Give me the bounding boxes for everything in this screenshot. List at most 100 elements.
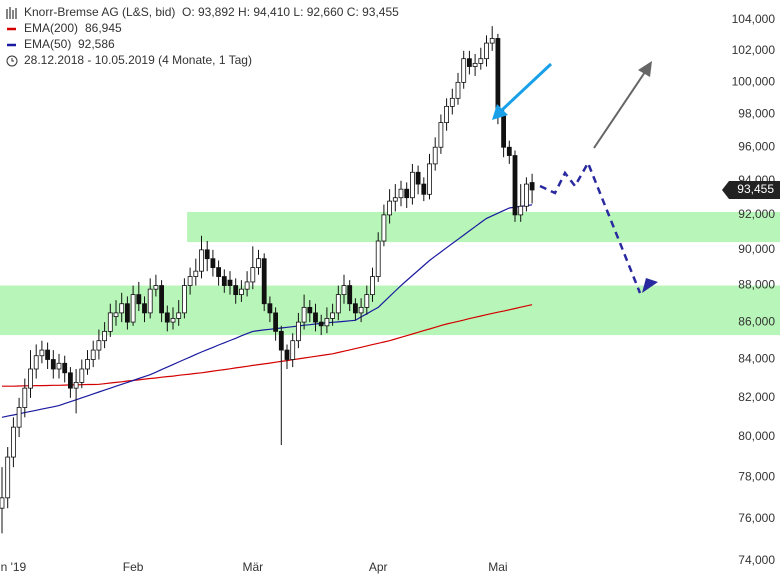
ohlc-text: O: 93,892 H: 94,410 L: 92,660 C: 93,455 xyxy=(182,5,399,19)
candle-body xyxy=(221,276,227,286)
candle-body xyxy=(432,146,438,165)
candle-body xyxy=(164,312,170,323)
y-tick-label: 90,000 xyxy=(738,242,775,256)
candle-body xyxy=(147,288,153,314)
up-arrow xyxy=(593,71,646,149)
price-tag xyxy=(722,180,780,199)
candle-body xyxy=(427,163,432,195)
legend-value: 86,945 xyxy=(85,21,122,35)
candle-body xyxy=(415,171,421,185)
candle-body xyxy=(113,312,119,317)
candle-body xyxy=(404,188,410,199)
candle-body xyxy=(461,58,467,83)
candle-body xyxy=(0,497,5,509)
candle-body xyxy=(130,294,136,323)
candle-body xyxy=(261,258,267,305)
candle-body xyxy=(256,258,261,268)
candle-body xyxy=(278,330,284,351)
y-tick-label: 74,000 xyxy=(738,553,775,567)
candle-body xyxy=(85,359,90,370)
candle-body xyxy=(301,306,307,323)
candle-body xyxy=(233,285,239,296)
candle-body xyxy=(39,349,45,357)
candle-body xyxy=(290,340,296,360)
candle-body xyxy=(352,303,358,314)
support-zone xyxy=(187,211,780,243)
candle-body xyxy=(50,359,56,370)
y-tick-label: 78,000 xyxy=(738,469,775,483)
candle-body xyxy=(227,279,233,286)
candle-body xyxy=(125,303,130,323)
y-tick-label: 86,000 xyxy=(738,314,775,328)
candle-body xyxy=(466,58,472,67)
header: Knorr-Bremse AG (L&S, bid) O: 93,892 H: … xyxy=(6,5,399,67)
candle-body xyxy=(330,312,336,319)
candle-body xyxy=(176,312,182,319)
date-range: 28.12.2018 - 10.05.2019 (4 Monate, 1 Tag… xyxy=(24,53,252,67)
clock-icon xyxy=(6,55,18,67)
candle-body xyxy=(267,303,273,314)
candle-body xyxy=(187,276,193,286)
candle-body xyxy=(79,368,85,383)
candle-body xyxy=(33,355,39,370)
candle-body xyxy=(56,362,62,370)
candle-body xyxy=(313,312,318,323)
zones xyxy=(0,211,780,336)
candle-body xyxy=(136,294,142,305)
candle-body xyxy=(478,58,484,64)
candle-body xyxy=(295,321,301,342)
y-tick-label: 88,000 xyxy=(738,278,775,292)
candle-body xyxy=(170,318,176,323)
x-tick-label: n '19 xyxy=(1,560,27,574)
candle-body xyxy=(324,318,330,327)
candle-body xyxy=(409,171,415,199)
candle-body xyxy=(193,270,199,277)
candle-body xyxy=(96,340,102,351)
candle-body xyxy=(495,38,501,115)
candle-body xyxy=(181,285,187,314)
candle-body xyxy=(518,205,524,216)
x-tick-label: Feb xyxy=(123,560,144,574)
y-tick-label: 92,000 xyxy=(738,207,775,221)
candle-body xyxy=(250,267,256,283)
candle-body xyxy=(119,303,125,314)
candle-body xyxy=(216,267,222,277)
legend: EMA(200) 86,945 EMA(50) 92,586 xyxy=(7,21,122,51)
candle-body xyxy=(364,294,370,308)
candle-body xyxy=(335,294,341,314)
y-tick-label: 104,000 xyxy=(732,12,776,26)
candle-body xyxy=(68,372,73,389)
candle-body xyxy=(444,105,450,123)
candle-body xyxy=(421,183,427,195)
y-tick-label: 100,000 xyxy=(732,75,776,89)
candle-body xyxy=(210,258,216,268)
clock-hands xyxy=(11,58,14,62)
candle-body xyxy=(273,312,279,332)
y-tick-label: 80,000 xyxy=(738,429,775,443)
candle-body xyxy=(524,183,529,207)
candle-body xyxy=(455,81,461,99)
chart-icon xyxy=(6,7,17,19)
y-tick-label: 76,000 xyxy=(738,511,775,525)
candle-body xyxy=(62,362,68,374)
candle-body xyxy=(307,306,313,314)
candle-body xyxy=(102,330,107,342)
y-tick-label: 82,000 xyxy=(738,390,775,404)
candle-body xyxy=(142,303,147,314)
candle-body xyxy=(347,285,353,305)
candle-body xyxy=(506,146,512,156)
candle-body xyxy=(512,155,518,216)
legend-label: EMA(200) xyxy=(24,21,78,35)
x-tick-label: Mär xyxy=(242,560,263,574)
y-tick-label: 84,000 xyxy=(738,352,775,366)
candle-body xyxy=(16,407,22,428)
marker-arrow xyxy=(500,62,553,112)
candle-body xyxy=(107,312,113,332)
candle-body xyxy=(472,62,478,67)
candle-body xyxy=(375,240,381,277)
marker-arrowhead xyxy=(492,104,508,120)
y-axis: 74,000 76,000 78,000 80,000 82,000 84,000 86,0… xyxy=(1,12,780,574)
candle-body xyxy=(204,249,210,260)
candle-body xyxy=(90,349,96,360)
